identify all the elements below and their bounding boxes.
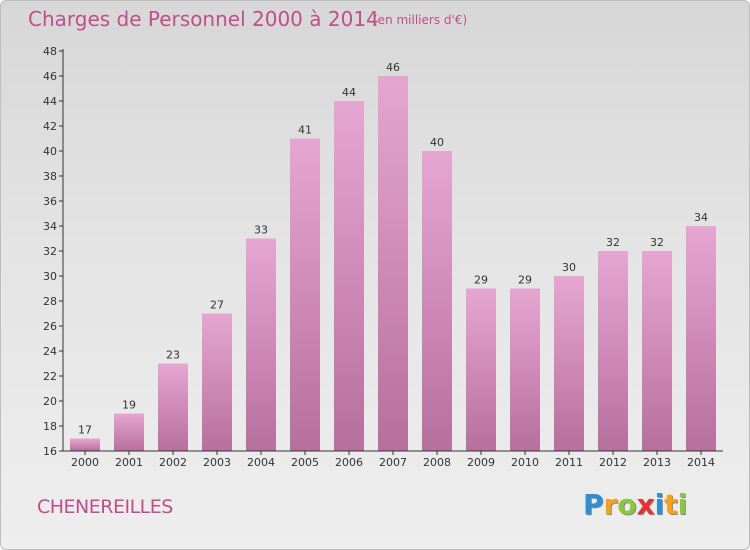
y-tick-label: 24: [43, 345, 57, 358]
bar: [642, 251, 672, 451]
x-tick-label: 2007: [379, 456, 407, 469]
y-tick-label: 22: [43, 370, 57, 383]
chart-title: Charges de Personnel 2000 à 2014: [28, 7, 379, 31]
bar: [422, 151, 452, 451]
x-tick-label: 2013: [643, 456, 671, 469]
bar: [466, 288, 496, 451]
bar: [598, 251, 628, 451]
x-tick-label: 2003: [203, 456, 231, 469]
y-tick-label: 36: [43, 195, 57, 208]
y-tick-label: 42: [43, 120, 57, 133]
y-tick-label: 28: [43, 295, 57, 308]
bar-value-label: 30: [562, 261, 576, 274]
y-tick-label: 40: [43, 145, 57, 158]
y-tick-label: 18: [43, 420, 57, 433]
bar: [334, 101, 364, 451]
logo-letter: i: [654, 488, 665, 521]
x-tick-label: 2001: [115, 456, 143, 469]
bar: [202, 313, 232, 451]
x-tick-label: 2014: [687, 456, 715, 469]
bar-value-label: 29: [474, 274, 488, 287]
x-tick-label: 2012: [599, 456, 627, 469]
bar-value-label: 32: [606, 236, 620, 249]
bar: [686, 226, 716, 451]
logo-letter: t: [664, 488, 678, 521]
bar: [246, 238, 276, 451]
bar-value-label: 34: [694, 211, 708, 224]
x-tick-label: 2000: [71, 456, 99, 469]
x-tick-label: 2004: [247, 456, 275, 469]
y-tick-label: 30: [43, 270, 57, 283]
bar: [158, 363, 188, 451]
y-tick-label: 16: [43, 445, 57, 458]
x-tick-label: 2009: [467, 456, 495, 469]
bar-value-label: 23: [166, 349, 180, 362]
bar-value-label: 33: [254, 224, 268, 237]
y-tick-label: 46: [43, 70, 57, 83]
x-tick-label: 2005: [291, 456, 319, 469]
bar-value-label: 17: [78, 424, 92, 437]
bar: [510, 288, 540, 451]
logo-letter: x: [636, 488, 655, 521]
bar-value-label: 41: [298, 124, 312, 137]
bar-value-label: 27: [210, 299, 224, 312]
bar: [290, 138, 320, 451]
logo-letter: o: [617, 488, 637, 521]
bar: [554, 276, 584, 451]
bar: [378, 76, 408, 451]
x-tick-label: 2002: [159, 456, 187, 469]
proxiti-logo[interactable]: Proxiti: [583, 488, 687, 521]
chart-subtitle: (en milliers d'€): [373, 13, 468, 27]
logo-letter: P: [583, 488, 604, 521]
bar-value-label: 40: [430, 136, 444, 149]
logo-letter: i: [677, 488, 688, 521]
y-tick-label: 38: [43, 170, 57, 183]
y-tick-label: 32: [43, 245, 57, 258]
bar-value-label: 46: [386, 61, 400, 74]
y-tick-label: 44: [43, 95, 57, 108]
bar: [70, 438, 100, 451]
bar-value-label: 44: [342, 86, 356, 99]
bar: [114, 413, 144, 451]
bar-value-label: 19: [122, 399, 136, 412]
x-tick-label: 2011: [555, 456, 583, 469]
y-tick-label: 48: [43, 45, 57, 58]
commune-name: CHENEREILLES: [37, 496, 173, 518]
logo-letter: r: [603, 488, 618, 521]
bar-value-label: 29: [518, 274, 532, 287]
x-tick-label: 2008: [423, 456, 451, 469]
bar-value-label: 32: [650, 236, 664, 249]
y-tick-label: 34: [43, 220, 57, 233]
y-tick-label: 26: [43, 320, 57, 333]
y-tick-label: 20: [43, 395, 57, 408]
x-tick-label: 2006: [335, 456, 363, 469]
x-tick-label: 2010: [511, 456, 539, 469]
